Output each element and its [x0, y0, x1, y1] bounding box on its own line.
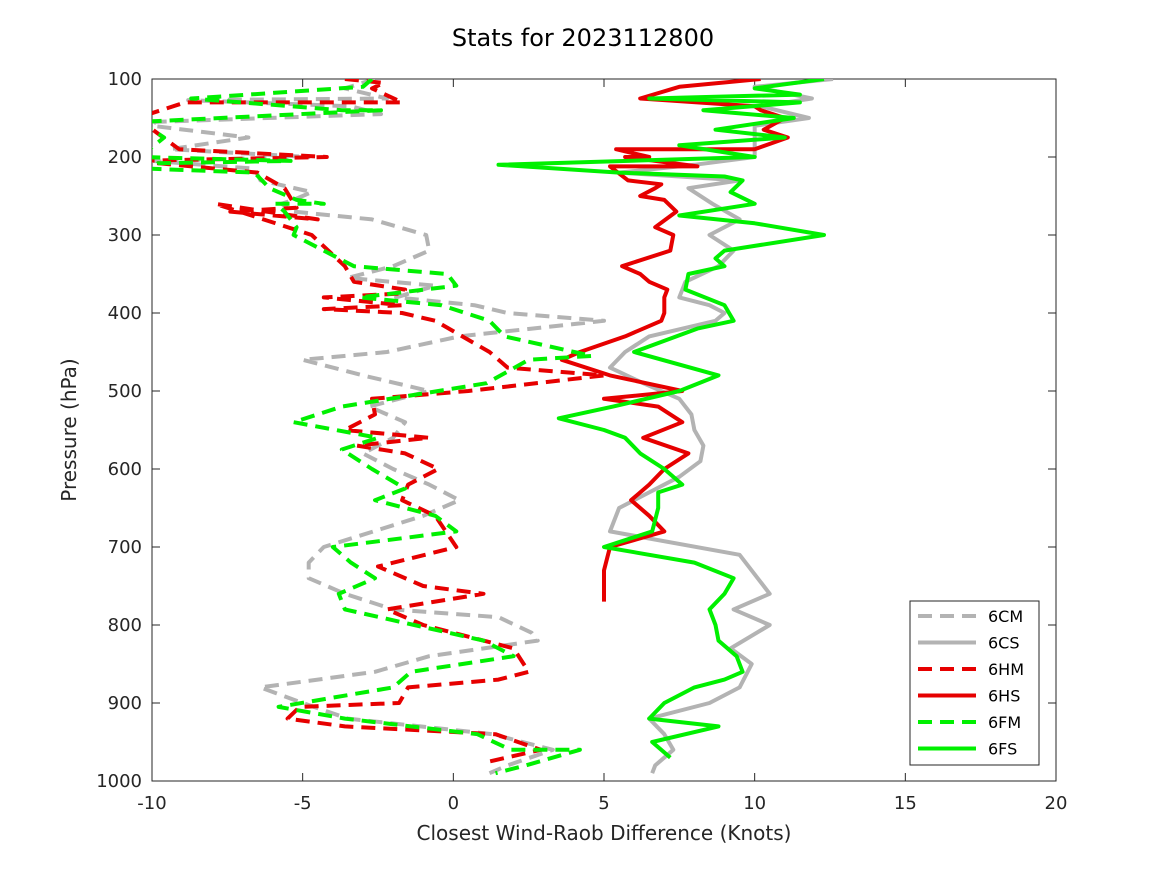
legend-entry: 6FS	[988, 740, 1017, 759]
y-tick-label: 200	[108, 147, 142, 168]
y-tick-label: 400	[108, 303, 142, 324]
series-line-6hm	[152, 79, 606, 764]
y-tick-label: 600	[108, 459, 142, 480]
legend-box	[909, 600, 1040, 766]
y-axis-label: Pressure (hPa)	[57, 358, 81, 501]
legend-entry: 6CM	[988, 607, 1023, 626]
legend-entry: 6HM	[988, 660, 1024, 679]
x-tick-label: -5	[294, 793, 312, 814]
x-tick-label: -10	[137, 793, 166, 814]
x-tick-label: 0	[448, 793, 459, 814]
x-tick-label: 20	[1045, 793, 1068, 814]
y-tick-label: 900	[108, 693, 142, 714]
y-tick-label: 300	[108, 225, 142, 246]
x-axis-label: Closest Wind-Raob Difference (Knots)	[417, 821, 792, 845]
series-line-6fs	[496, 79, 826, 760]
x-tick-label: 5	[598, 793, 609, 814]
y-tick-label: 700	[108, 537, 142, 558]
y-tick-label: 500	[108, 381, 142, 402]
legend-entry: 6CS	[988, 634, 1020, 653]
x-tick-label: 15	[894, 793, 917, 814]
chart-title: Stats for 2023112800	[452, 24, 714, 52]
series-line-6hs	[559, 79, 790, 602]
series-layer	[152, 79, 834, 776]
legend-entry: 6FM	[988, 713, 1021, 732]
y-tick-label: 1000	[96, 771, 142, 792]
legend: 6CM 6CS 6HM 6HS 6FM 6FS	[909, 600, 1040, 766]
axis-ticks: -10 -5 0 5 10 15 20 100 200 300 400 500 600 700 800 900…	[96, 69, 1067, 814]
series-line-6cs	[608, 79, 834, 774]
series-line-6fm	[152, 79, 594, 776]
y-tick-label: 100	[108, 69, 142, 90]
legend-entry: 6HS	[988, 687, 1020, 706]
y-tick-label: 800	[108, 615, 142, 636]
series-line-6cm	[152, 79, 606, 776]
x-tick-label: 10	[743, 793, 766, 814]
